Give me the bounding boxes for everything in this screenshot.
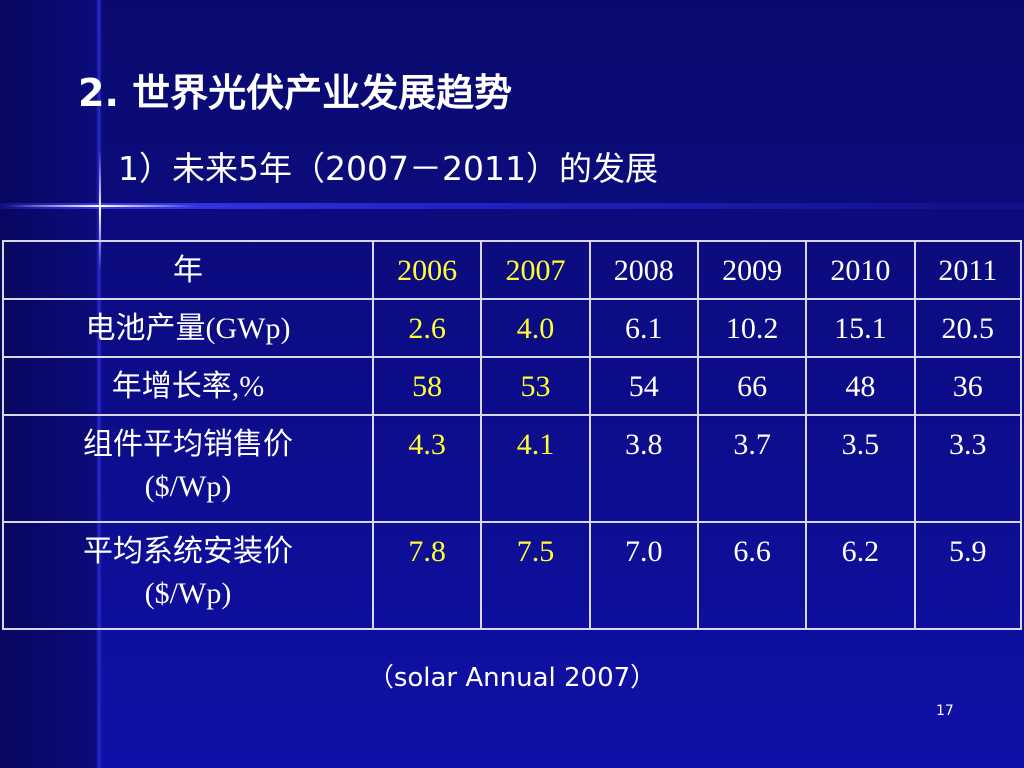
- table-cell: 54: [588, 356, 699, 416]
- table-cell: 15.1: [805, 298, 916, 358]
- table-cell: 7.8: [371, 521, 483, 630]
- row-label-line: 平均系统安装价: [83, 535, 293, 568]
- sparkle-vertical-ray: [99, 150, 101, 270]
- row-label-cell-production: 电池产量(GWp): [2, 298, 374, 358]
- table-row-cell-production: 电池产量(GWp) 2.6 4.0 6.1 10.2 15.1 20.5: [2, 298, 1023, 358]
- row-label-line: 年增长率,%: [111, 370, 265, 403]
- table-cell: 7.0: [588, 521, 699, 630]
- row-label-line: 组件平均销售价: [83, 428, 293, 461]
- pv-forecast-table: 年 2006 2007 2008 2009 2010 2011 电池产量(GWp…: [2, 240, 1023, 630]
- table-cell: 3.8: [588, 414, 699, 523]
- row-label-system-price: 平均系统安装价 ($/Wp): [2, 521, 374, 630]
- table-cell: 6.6: [696, 521, 808, 630]
- row-label-unit: ($/Wp): [144, 470, 232, 503]
- table-cell: 7.5: [480, 521, 591, 630]
- table-cell: 2.6: [371, 298, 483, 358]
- table-cell: 48: [805, 356, 916, 416]
- table-header-row: 年 2006 2007 2008 2009 2010 2011: [2, 240, 1023, 300]
- header-label-year: 年: [2, 240, 374, 300]
- table-row-growth-rate: 年增长率,% 58 53 54 66 48 36: [2, 356, 1023, 416]
- table-row-system-price: 平均系统安装价 ($/Wp) 7.8 7.5 7.0 6.6 6.2 5.9: [2, 521, 1023, 630]
- sparkle-horizontal-ray: [6, 205, 196, 207]
- table-cell: 6.2: [805, 521, 916, 630]
- table-cell: 66: [696, 356, 808, 416]
- table-cell: 3.5: [805, 414, 916, 523]
- table-cell: 4.0: [480, 298, 591, 358]
- table-cell: 6.1: [588, 298, 699, 358]
- header-year-2006: 2006: [371, 240, 483, 300]
- table-cell: 4.1: [480, 414, 591, 523]
- header-year-2010: 2010: [805, 240, 916, 300]
- header-year-2007: 2007: [480, 240, 591, 300]
- slide-title: 2. 世界光伏产业发展趋势: [78, 71, 513, 115]
- table-cell: 5.9: [913, 521, 1023, 630]
- table-cell: 36: [913, 356, 1023, 416]
- table-cell: 4.3: [371, 414, 483, 523]
- header-year-2011: 2011: [913, 240, 1023, 300]
- slide-subtitle: 1）未来5年（2007－2011）的发展: [118, 149, 658, 188]
- table-cell: 58: [371, 356, 483, 416]
- row-label-growth-rate: 年增长率,%: [2, 356, 374, 416]
- table-cell: 20.5: [913, 298, 1023, 358]
- table-cell: 3.7: [696, 414, 808, 523]
- header-year-2008: 2008: [588, 240, 699, 300]
- source-citation: （solar Annual 2007）: [367, 663, 657, 693]
- page-number: 17: [936, 703, 954, 719]
- table-cell: 53: [480, 356, 591, 416]
- table-row-module-price: 组件平均销售价 ($/Wp) 4.3 4.1 3.8 3.7 3.5 3.3: [2, 414, 1023, 523]
- table-cell: 3.3: [913, 414, 1023, 523]
- row-label-module-price: 组件平均销售价 ($/Wp): [2, 414, 374, 523]
- row-label-line: 电池产量(GWp): [85, 312, 291, 345]
- row-label-unit: ($/Wp): [144, 577, 232, 610]
- table-cell: 10.2: [696, 298, 808, 358]
- header-year-2009: 2009: [696, 240, 808, 300]
- horizontal-accent-line: [0, 203, 1024, 209]
